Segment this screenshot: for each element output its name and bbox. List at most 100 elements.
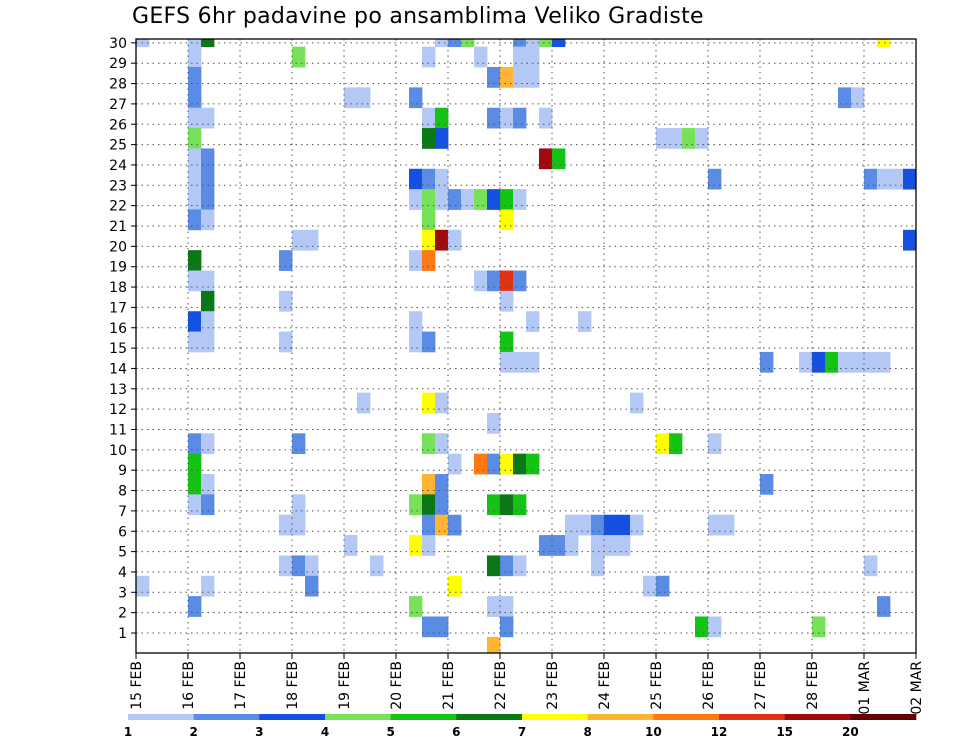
y-tick-label: 13 <box>109 382 127 398</box>
heatmap-cell <box>188 596 202 617</box>
heatmap-cell <box>422 189 436 210</box>
heatmap-cell <box>721 514 735 536</box>
x-tick-label: 24 FEB <box>597 661 613 710</box>
heatmap-cell <box>435 494 449 516</box>
color-scale-label: 7 <box>518 725 526 739</box>
x-tick-label: 21 FEB <box>441 661 457 710</box>
heatmap-cell <box>188 148 202 170</box>
heatmap-cell <box>422 107 436 129</box>
color-scale-swatch <box>522 714 588 720</box>
x-tick-label: 19 FEB <box>337 661 353 710</box>
heatmap-cell <box>513 270 527 292</box>
heatmap-cell <box>604 535 618 556</box>
heatmap-cell <box>409 250 423 271</box>
color-scale-label: 15 <box>776 725 793 739</box>
heatmap-cell <box>825 351 839 373</box>
y-tick-label: 2 <box>118 606 127 622</box>
heatmap-cell <box>279 250 293 271</box>
heatmap-cell <box>188 433 202 455</box>
grid-lines <box>136 39 916 653</box>
y-tick-label: 8 <box>118 484 127 500</box>
y-tick-label: 9 <box>118 463 127 479</box>
heatmap-cell <box>500 290 514 312</box>
x-tick-label: 28 FEB <box>805 661 821 710</box>
heatmap-cell <box>578 514 592 536</box>
heatmap-cell <box>422 331 436 353</box>
x-tick-label: 16 FEB <box>181 661 197 710</box>
heatmap-cell <box>656 128 670 149</box>
heatmap-cell <box>630 392 644 414</box>
heatmap-cell <box>422 128 436 149</box>
heatmap-cell <box>630 514 644 536</box>
x-tick-label: 23 FEB <box>545 661 561 710</box>
heatmap-cell <box>513 189 527 210</box>
heatmap-cell <box>877 168 891 190</box>
x-tick-label: 15 FEB <box>129 661 145 710</box>
heatmap-cell <box>487 189 501 210</box>
color-scale-label: 8 <box>583 725 591 739</box>
heatmap-cell <box>188 474 202 495</box>
heatmap-cell <box>500 494 514 516</box>
heatmap-cell <box>201 148 215 170</box>
color-scale-label: 2 <box>189 725 197 739</box>
heatmap-cell <box>669 128 683 149</box>
heatmap-cell <box>708 168 722 190</box>
heatmap-cell <box>344 87 358 109</box>
color-scale-label: 20 <box>842 725 859 739</box>
color-scale-swatch <box>850 714 917 720</box>
color-scale-swatch <box>456 714 523 720</box>
color-scale-swatch <box>259 714 326 720</box>
heatmap-cell <box>487 412 501 434</box>
heatmap-cell <box>448 514 462 536</box>
heatmap-cell <box>565 535 579 556</box>
heatmap-cell <box>708 616 722 638</box>
color-scale-swatch <box>719 714 785 720</box>
heatmap-cell <box>513 46 527 68</box>
heatmap-cell <box>435 433 449 455</box>
x-tick-label: 27 FEB <box>753 661 769 710</box>
heatmap-cell <box>643 575 657 597</box>
y-tick-label: 24 <box>109 158 127 174</box>
heatmap-cell <box>487 636 501 654</box>
x-tick-label: 01 MAR <box>857 661 873 715</box>
heatmap-cell <box>591 514 605 536</box>
y-tick-label: 27 <box>109 97 127 113</box>
heatmap-cell <box>474 189 488 210</box>
heatmap-cell <box>500 107 514 129</box>
heatmap-cell <box>188 168 202 190</box>
heatmap-cell <box>344 535 358 556</box>
heatmap-cell <box>474 270 488 292</box>
heatmap-cell <box>136 575 150 597</box>
heatmap-cell <box>877 596 891 617</box>
heatmap-cell <box>838 351 852 373</box>
heatmap-cell <box>487 107 501 129</box>
heatmap-cell <box>552 148 566 170</box>
heatmap-cell <box>513 494 527 516</box>
heatmap-cell <box>526 311 540 332</box>
heatmap-cell <box>487 555 501 577</box>
y-tick-label: 22 <box>109 199 127 215</box>
y-tick-label: 17 <box>109 300 127 316</box>
heatmap-cell <box>864 351 878 373</box>
color-scale-legend: 1 2 3 4 5 6 7 8 10 12 15 20 <box>124 714 917 739</box>
heatmap-cell <box>409 189 423 210</box>
heatmap-cell <box>526 46 540 68</box>
heatmap-cell <box>812 616 826 638</box>
y-tick-label: 21 <box>109 219 127 235</box>
heatmap-cell <box>409 87 423 109</box>
heatmap-cell <box>188 331 202 353</box>
heatmap-cell <box>552 535 566 556</box>
color-scale-swatch <box>390 714 457 720</box>
heatmap-cell <box>188 39 202 48</box>
heatmap-cell <box>409 596 423 617</box>
y-tick-label: 28 <box>109 77 127 93</box>
heatmap-cell <box>877 351 891 373</box>
heatmap-cell <box>539 107 553 129</box>
color-scale-label: 12 <box>711 725 728 739</box>
heatmap-cell <box>188 453 202 475</box>
heatmap-cell <box>474 453 488 475</box>
heatmap-cell <box>604 514 618 536</box>
heatmap-cell <box>513 453 527 475</box>
heatmap-cell <box>279 514 293 536</box>
heatmap-cell <box>500 596 514 617</box>
